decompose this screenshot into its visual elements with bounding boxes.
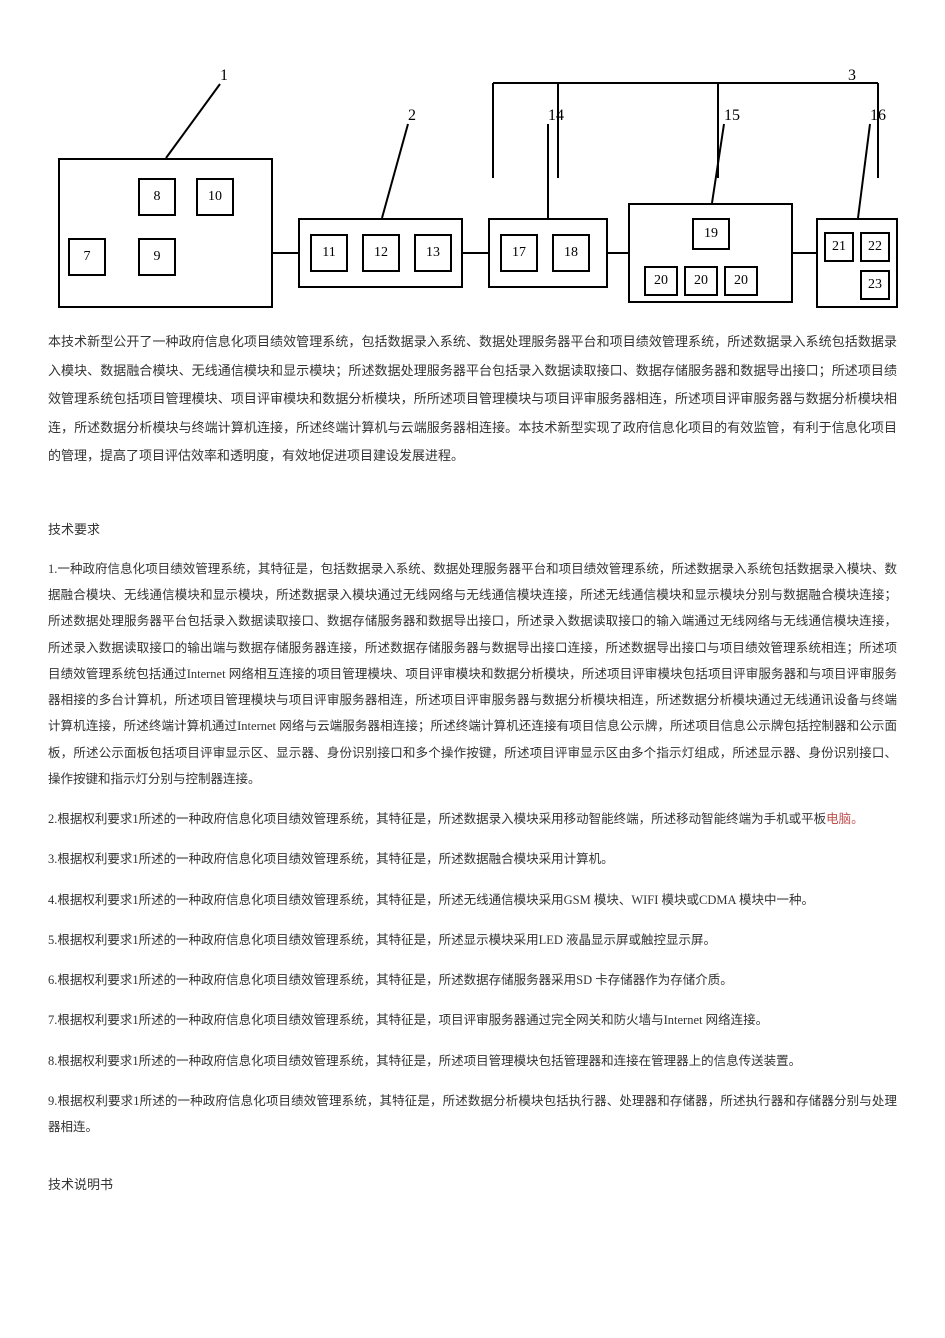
- block-7: 7: [68, 238, 106, 276]
- group-label-14: 14: [548, 108, 564, 124]
- abstract-paragraph: 本技术新型公开了一种政府信息化项目绩效管理系统，包括数据录入系统、数据处理服务器…: [48, 328, 897, 471]
- block-12: 12: [362, 234, 400, 272]
- group-label-16: 16: [870, 108, 886, 124]
- block-diagram: 12141516379810111213171819202020212223: [48, 48, 898, 308]
- group-label-3: 3: [848, 68, 856, 84]
- claim-1: 1.一种政府信息化项目绩效管理系统，其特征是，包括数据录入系统、数据处理服务器平…: [48, 556, 897, 792]
- group-label-2: 2: [408, 108, 416, 124]
- block-20: 20: [644, 266, 678, 296]
- block-20: 20: [684, 266, 718, 296]
- section-title-requirements: 技术要求: [48, 519, 897, 538]
- block-22: 22: [860, 232, 890, 262]
- claim-3: 3.根据权利要求1所述的一种政府信息化项目绩效管理系统，其特征是，所述数据融合模…: [48, 846, 897, 872]
- block-8: 8: [138, 178, 176, 216]
- claim-6: 6.根据权利要求1所述的一种政府信息化项目绩效管理系统，其特征是，所述数据存储服…: [48, 967, 897, 993]
- claim-9: 9.根据权利要求1所述的一种政府信息化项目绩效管理系统，其特征是，所述数据分析模…: [48, 1088, 897, 1141]
- group-label-15: 15: [724, 108, 740, 124]
- block-20: 20: [724, 266, 758, 296]
- block-19: 19: [692, 218, 730, 250]
- block-23: 23: [860, 270, 890, 300]
- claims-list: 1.一种政府信息化项目绩效管理系统，其特征是，包括数据录入系统、数据处理服务器平…: [48, 556, 897, 1141]
- claim-5: 5.根据权利要求1所述的一种政府信息化项目绩效管理系统，其特征是，所述显示模块采…: [48, 927, 897, 953]
- claim-4: 4.根据权利要求1所述的一种政府信息化项目绩效管理系统，其特征是，所述无线通信模…: [48, 887, 897, 913]
- claim-7: 7.根据权利要求1所述的一种政府信息化项目绩效管理系统，其特征是，项目评审服务器…: [48, 1007, 897, 1033]
- block-21: 21: [824, 232, 854, 262]
- block-18: 18: [552, 234, 590, 272]
- block-13: 13: [414, 234, 452, 272]
- group-label-1: 1: [220, 68, 228, 84]
- section-title-description: 技术说明书: [48, 1174, 897, 1193]
- block-10: 10: [196, 178, 234, 216]
- claim-8: 8.根据权利要求1所述的一种政府信息化项目绩效管理系统，其特征是，所述项目管理模…: [48, 1048, 897, 1074]
- claim-2: 2.根据权利要求1所述的一种政府信息化项目绩效管理系统，其特征是，所述数据录入模…: [48, 806, 897, 832]
- block-9: 9: [138, 238, 176, 276]
- block-11: 11: [310, 234, 348, 272]
- block-17: 17: [500, 234, 538, 272]
